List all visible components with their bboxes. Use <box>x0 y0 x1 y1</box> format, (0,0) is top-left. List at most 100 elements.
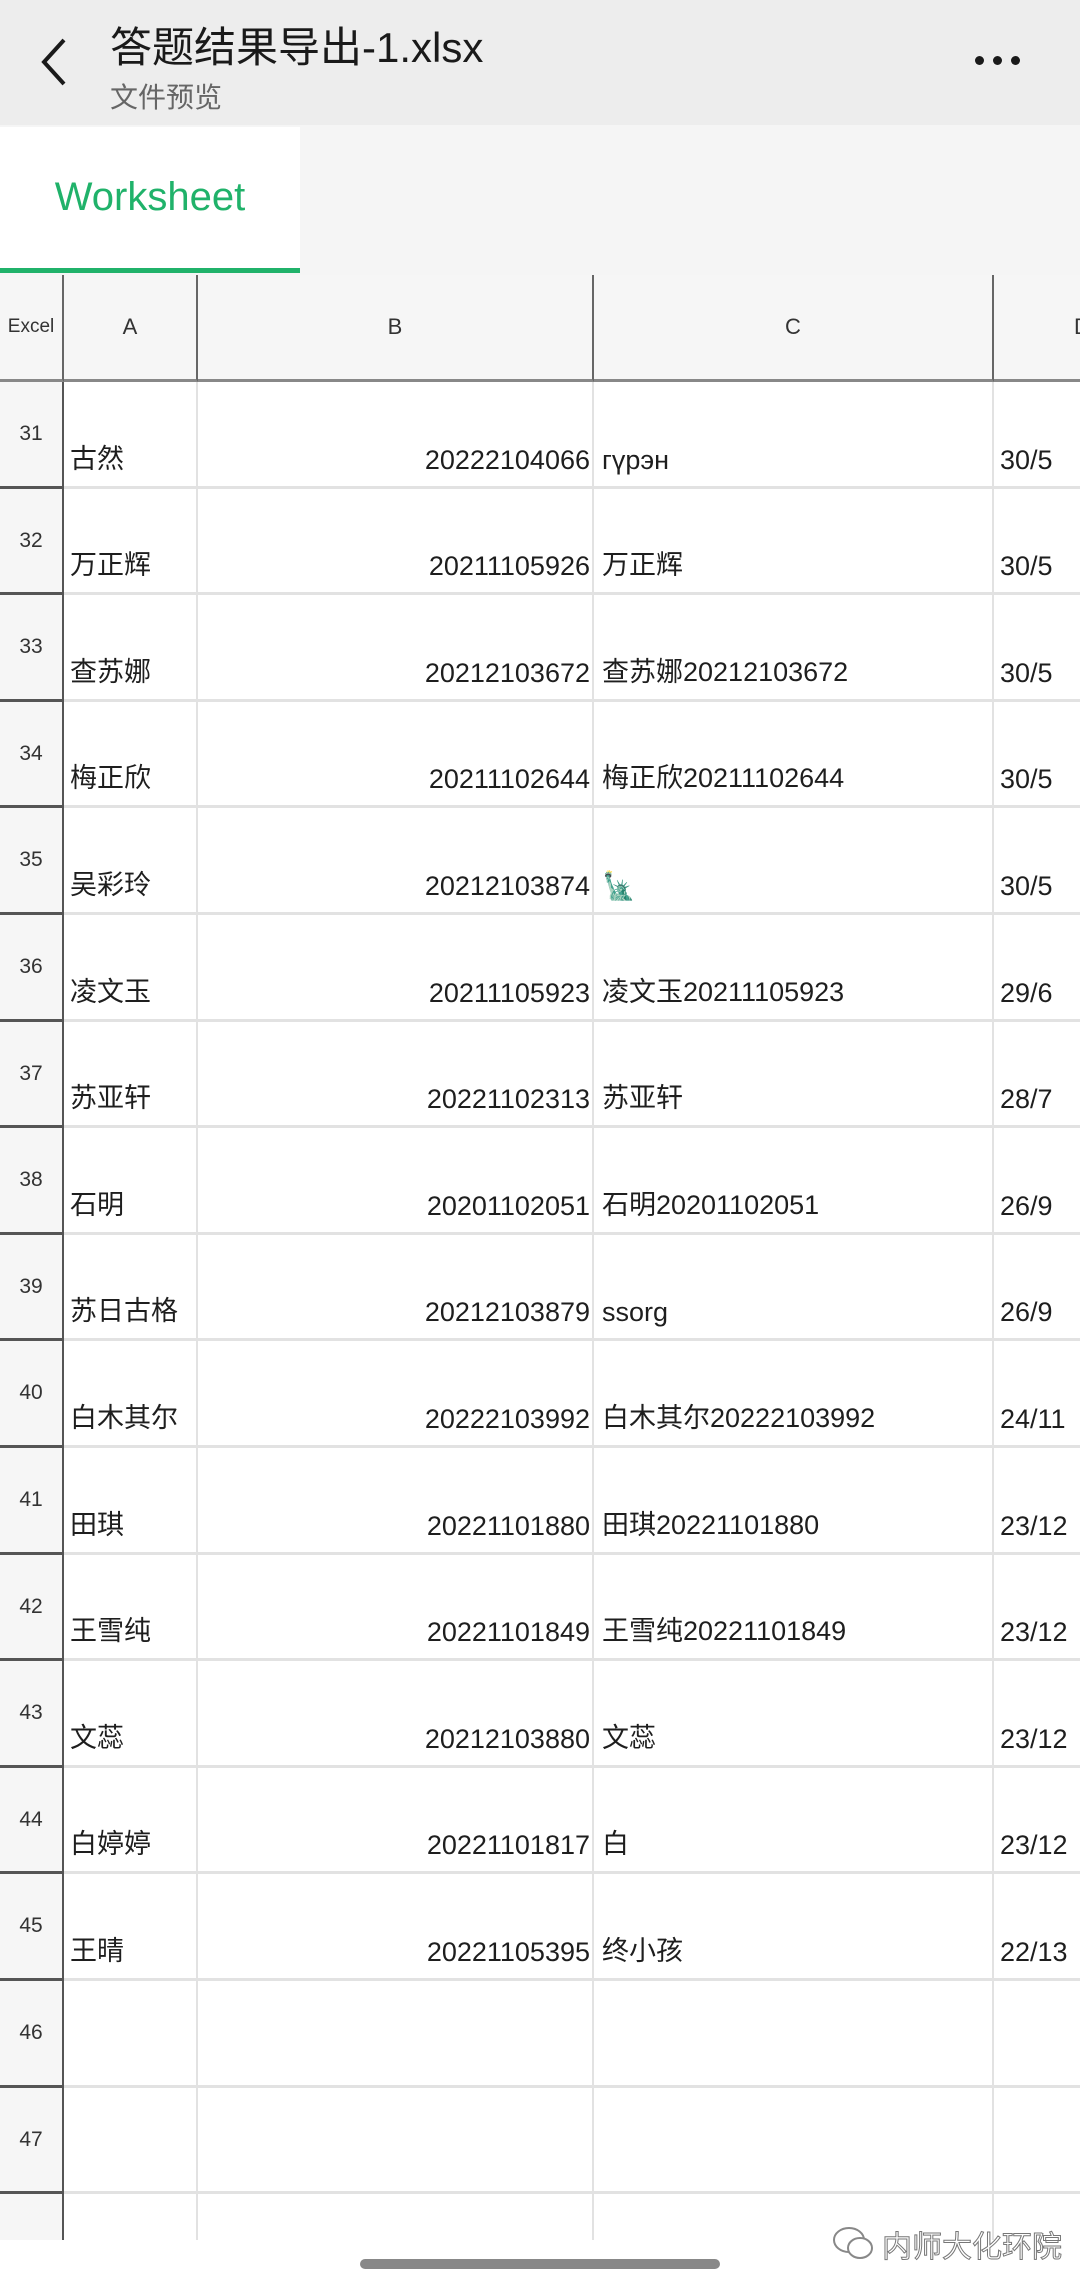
cell-d[interactable]: 30/5 <box>994 702 1080 809</box>
cell-b[interactable]: 20221101880 <box>198 1448 594 1555</box>
home-indicator[interactable] <box>360 2259 720 2269</box>
cell-c[interactable]: 万正辉 <box>594 488 994 596</box>
cell-c[interactable]: 🗽 <box>594 808 994 915</box>
row-header[interactable]: 35 <box>0 808 64 915</box>
cell-d[interactable]: 26/9 <box>994 1235 1080 1342</box>
cell-b[interactable]: 20212103874 <box>198 808 594 915</box>
cell-b[interactable]: 20221105395 <box>198 1874 594 1981</box>
cell-b[interactable] <box>198 1981 594 2088</box>
cell-c[interactable]: 查苏娜20212103672 <box>594 595 994 702</box>
cell-b[interactable]: 20212103672 <box>198 595 594 702</box>
cell-c[interactable]: 梅正欣20211102644 <box>594 701 994 809</box>
cell-a[interactable] <box>64 1981 198 2088</box>
cell-d[interactable]: 23/12 <box>994 1555 1080 1662</box>
cell-a[interactable]: 凌文玉 <box>64 915 198 1022</box>
cell-a[interactable]: 白婷婷 <box>64 1767 198 1875</box>
cell-a[interactable]: 吴彩玲 <box>64 808 198 915</box>
row-header[interactable]: 44 <box>0 1767 64 1875</box>
cell-d[interactable]: 23/12 <box>994 1448 1080 1555</box>
cell-a[interactable] <box>64 2087 198 2195</box>
cell-d[interactable]: 30/5 <box>994 595 1080 702</box>
row-header[interactable]: 31 <box>0 382 64 489</box>
column-header-d[interactable]: D <box>994 275 1080 382</box>
column-header-c[interactable]: C <box>594 275 994 382</box>
cell-d[interactable]: 26/9 <box>994 1128 1080 1235</box>
cell-b[interactable]: 20222104066 <box>198 382 594 489</box>
cell-d[interactable]: 23/12 <box>994 1661 1080 1768</box>
row-header[interactable]: 33 <box>0 595 64 702</box>
row-header[interactable]: 46 <box>0 1981 64 2088</box>
cell-d[interactable]: 30/5 <box>994 382 1080 489</box>
row-header[interactable]: 36 <box>0 915 64 1022</box>
row-header[interactable]: 45 <box>0 1874 64 1981</box>
row-header[interactable]: 41 <box>0 1448 64 1555</box>
cell-a[interactable]: 王晴 <box>64 1874 198 1981</box>
cell-b[interactable]: 20212103879 <box>198 1234 594 1342</box>
cell-c[interactable]: 石明20201102051 <box>594 1128 994 1235</box>
cell-c[interactable] <box>594 2194 994 2240</box>
cell-a[interactable]: 王雪纯 <box>64 1554 198 1662</box>
cell-d[interactable]: 23/12 <box>994 1768 1080 1875</box>
cell-d[interactable] <box>994 1981 1080 2088</box>
cell-c[interactable]: 终小孩 <box>594 1874 994 1981</box>
cell-d[interactable]: 28/7 <box>994 1022 1080 1129</box>
cell-a[interactable]: 苏日古格 <box>64 1234 198 1342</box>
cell-c[interactable] <box>594 1981 994 2088</box>
row-header[interactable]: 38 <box>0 1128 64 1235</box>
tab-worksheet[interactable]: Worksheet <box>0 127 300 273</box>
cell-a[interactable]: 苏亚轩 <box>64 1021 198 1129</box>
cell-a[interactable]: 石明 <box>64 1128 198 1235</box>
cell-c[interactable]: 苏亚轩 <box>594 1021 994 1129</box>
cell-c[interactable]: 王雪纯20221101849 <box>594 1554 994 1662</box>
column-header-a[interactable]: A <box>64 275 198 382</box>
corner-header: Excel <box>0 275 64 382</box>
cell-b[interactable]: 20211105923 <box>198 915 594 1022</box>
cell-c[interactable]: 白木其尔20222103992 <box>594 1341 994 1448</box>
cell-a[interactable]: 查苏娜 <box>64 595 198 702</box>
cell-a[interactable] <box>64 2194 198 2240</box>
cell-d[interactable]: 29/6 <box>994 915 1080 1022</box>
row-header[interactable]: 47 <box>0 2087 64 2195</box>
row-header[interactable]: 34 <box>0 701 64 809</box>
row-header[interactable]: 32 <box>0 488 64 596</box>
row-header[interactable] <box>0 2194 64 2240</box>
cell-d[interactable]: 30/5 <box>994 808 1080 915</box>
row-header[interactable]: 37 <box>0 1021 64 1129</box>
more-button[interactable] <box>975 48 1031 72</box>
cell-a[interactable]: 古然 <box>64 382 198 489</box>
cell-b[interactable]: 20212103880 <box>198 1661 594 1768</box>
cell-d[interactable]: 30/5 <box>994 489 1080 596</box>
cell-c[interactable]: ssorg <box>594 1234 994 1342</box>
cell-b[interactable] <box>198 2087 594 2195</box>
cell-c[interactable]: 凌文玉20211105923 <box>594 915 994 1022</box>
cell-c[interactable]: 文蕊 <box>594 1661 994 1768</box>
cell-d[interactable] <box>994 2088 1080 2195</box>
cell-a[interactable]: 田琪 <box>64 1448 198 1555</box>
cell-b[interactable]: 20221101817 <box>198 1767 594 1875</box>
cell-d[interactable]: 24/11 <box>994 1341 1080 1448</box>
cell-a[interactable]: 梅正欣 <box>64 701 198 809</box>
cell-c[interactable]: гүрэн <box>594 382 994 489</box>
cell-c[interactable]: 白 <box>594 1767 994 1875</box>
row-header[interactable]: 39 <box>0 1234 64 1342</box>
cell-b[interactable]: 20211105926 <box>198 488 594 596</box>
cell-a[interactable]: 白木其尔 <box>64 1341 198 1448</box>
column-header-b[interactable]: B <box>198 275 594 382</box>
cell-c[interactable]: 田琪20221101880 <box>594 1448 994 1555</box>
row-header[interactable]: 42 <box>0 1554 64 1662</box>
watermark: 内师大化环院 <box>832 2222 1063 2266</box>
cell-b[interactable] <box>198 2194 594 2240</box>
row-header[interactable]: 43 <box>0 1661 64 1768</box>
spreadsheet-grid[interactable]: Excel A B C D 31古然20222104066гүрэн30/532… <box>0 275 1080 2240</box>
cell-b[interactable]: 20201102051 <box>198 1128 594 1235</box>
cell-b[interactable]: 20211102644 <box>198 701 594 809</box>
cell-d[interactable]: 22/13 <box>994 1874 1080 1981</box>
cell-b[interactable]: 20221102313 <box>198 1021 594 1129</box>
cell-c[interactable] <box>594 2087 994 2195</box>
back-button[interactable] <box>36 34 76 90</box>
cell-b[interactable]: 20222103992 <box>198 1341 594 1448</box>
cell-a[interactable]: 文蕊 <box>64 1661 198 1768</box>
cell-a[interactable]: 万正辉 <box>64 488 198 596</box>
row-header[interactable]: 40 <box>0 1341 64 1448</box>
cell-b[interactable]: 20221101849 <box>198 1554 594 1662</box>
